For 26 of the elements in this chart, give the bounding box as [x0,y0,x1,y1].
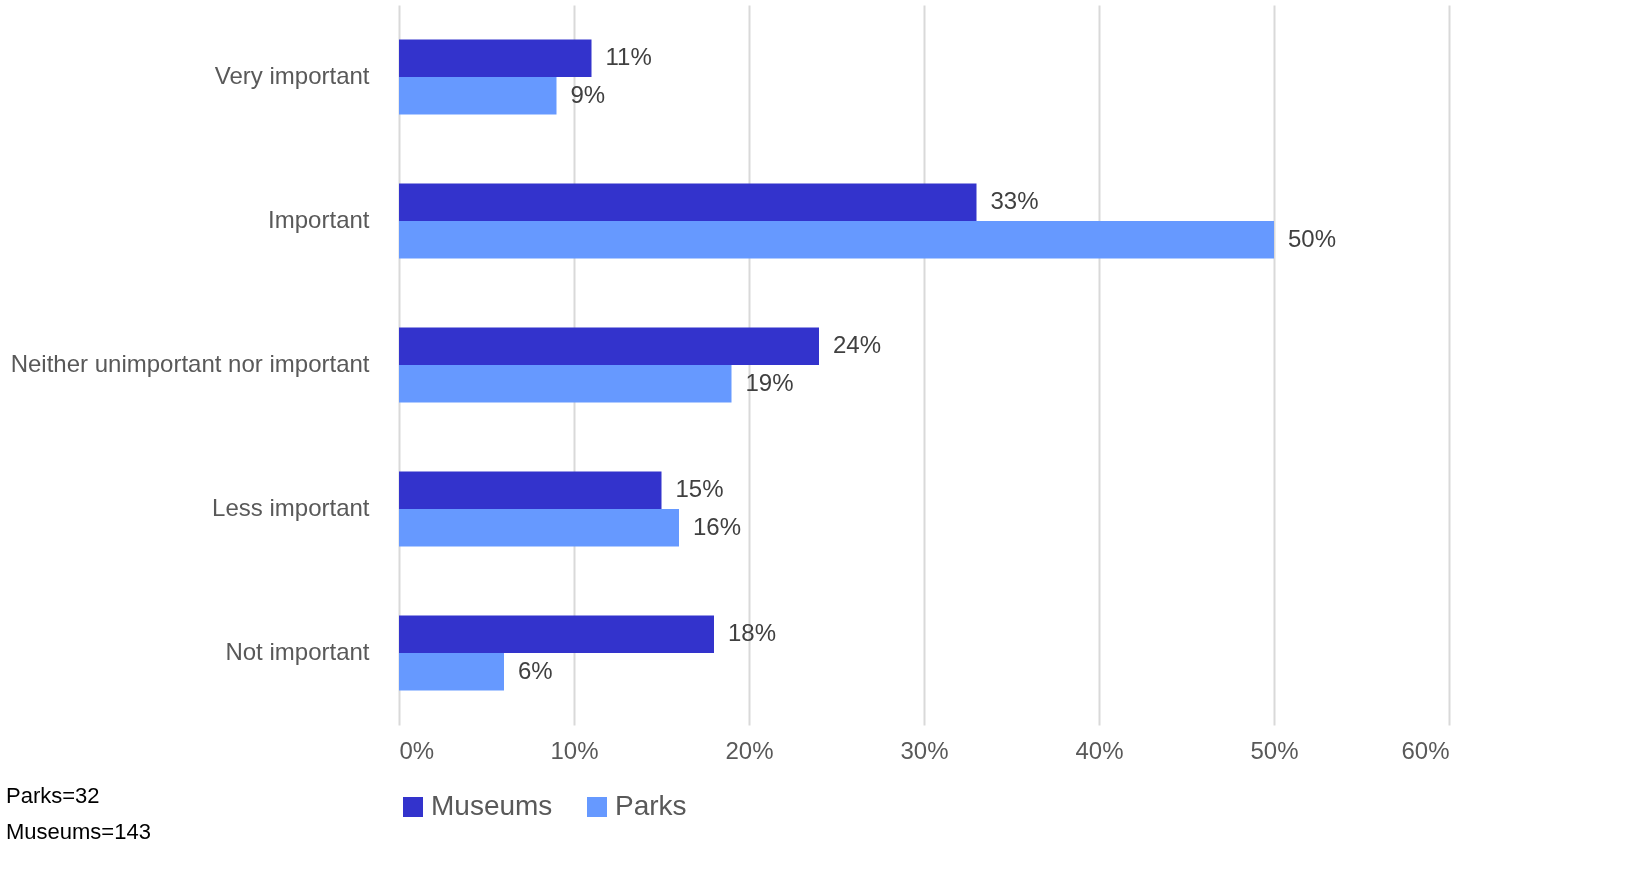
y-tick-label: Important [268,206,370,233]
text: Museums=143 [6,818,151,846]
data-label: 24% [833,331,882,359]
data-label: 6% [518,656,553,684]
data-label: 9% [570,80,606,108]
y-tick-label: Very important [214,62,370,89]
y-tick-label: Not important [225,638,370,665]
data-label: 50% [1288,224,1337,252]
data-label: 33% [990,187,1039,215]
x-tick-label: 30% [900,736,949,764]
text: Parks=32 [6,782,101,810]
x-tick-label: 0% [399,736,435,764]
y-tick-label: Neither unimportant nor important [10,350,370,377]
legend-label: Museums [431,790,553,821]
x-tick-label: 20% [725,736,774,764]
legend-label: Parks [615,790,687,821]
data-label: 16% [693,512,742,540]
y-tick-label: Less important [212,494,370,521]
x-tick-label: 60% [1401,736,1450,764]
data-label: 15% [675,475,724,503]
x-tick-label: 50% [1250,736,1299,764]
data-label: 11% [605,43,652,71]
x-tick-label: 40% [1075,736,1124,764]
x-tick-label: 10% [550,736,599,764]
data-label: 18% [728,619,777,647]
data-label: 19% [745,368,794,396]
